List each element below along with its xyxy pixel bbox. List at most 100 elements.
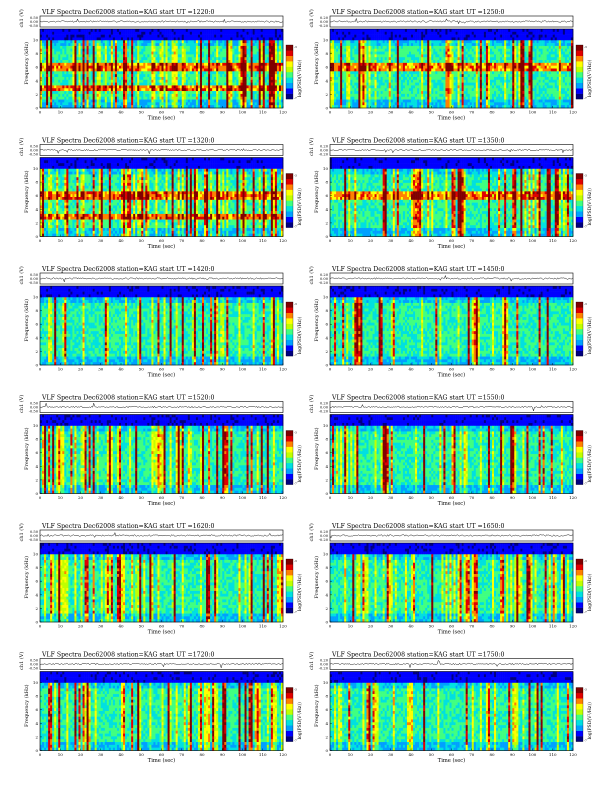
spectrogram-cell (90, 29, 93, 33)
spectrogram-cell (177, 93, 181, 98)
spectrogram-cell (254, 82, 257, 86)
spectrogram-cell (506, 29, 509, 33)
spectrogram-cell (46, 37, 49, 41)
spectrogram-cell (141, 79, 144, 83)
spectrogram-cell (437, 51, 440, 55)
spectrogram-cell (102, 93, 106, 98)
spectrogram-cell (183, 79, 187, 83)
spectrogram-cell (433, 51, 436, 55)
spectrogram-cell (234, 71, 237, 75)
spectrogram-cell (348, 62, 351, 66)
spectrogram-cell (84, 60, 87, 64)
spectrogram-cell (354, 48, 357, 52)
spectrogram-cell (116, 102, 120, 106)
spectrogram-cell (54, 65, 57, 69)
spectrogram-cell (346, 43, 349, 47)
spectrogram-cell (528, 45, 531, 50)
spectrogram-cell (86, 85, 89, 89)
spectrogram-cell (214, 43, 217, 47)
spectrogram-cell (254, 31, 257, 35)
spectrogram-cell (204, 34, 207, 38)
spectrogram-cell (270, 76, 274, 81)
spectrogram-cell (222, 40, 225, 44)
spectrogram-cell (202, 88, 205, 92)
spectrogram-cell (425, 54, 428, 58)
spectrogram-cell (199, 85, 203, 89)
spectrogram-cell (532, 43, 535, 47)
spectrogram-cell (143, 102, 146, 106)
spectrogram-cell (206, 88, 209, 92)
spectrogram-cell (54, 68, 57, 72)
spectrogram-cell (522, 60, 525, 64)
spectrogram-cell (98, 40, 102, 44)
spectrogram-cell (183, 74, 187, 78)
spectrogram-cell (171, 40, 174, 44)
spectrogram-cell (70, 79, 73, 83)
spectrogram-cell (98, 31, 102, 35)
spectrogram-cell (538, 54, 541, 58)
spectrogram-cell (80, 99, 83, 103)
spectrogram-cell (258, 29, 262, 33)
spectrogram-cell (70, 82, 73, 86)
spectrogram-cell (467, 51, 471, 55)
spectrogram-cell (429, 51, 432, 55)
spectrogram-cell (106, 31, 110, 35)
spectrogram-cell (206, 82, 209, 86)
spectrogram-cell (189, 68, 193, 72)
spectrogram-cell (246, 99, 249, 103)
spectrogram-cell (457, 48, 460, 52)
spectrogram-cell (151, 57, 154, 61)
spectrogram-cell (199, 62, 203, 66)
spectrogram-cell (72, 79, 75, 83)
spectrogram-cell (514, 57, 517, 61)
spectrogram-cell (80, 76, 83, 81)
spectrogram-cell (226, 34, 229, 38)
spectrogram-cell (435, 60, 438, 64)
spectrogram-cell (246, 74, 249, 78)
spectrogram-cell (382, 29, 385, 33)
spectrogram-cell (262, 91, 266, 95)
spectrogram-cell (70, 105, 73, 109)
spectrogram-cell (244, 71, 247, 75)
spectrogram-cell (52, 79, 55, 83)
spectrogram-cell (246, 88, 249, 92)
spectrogram-cell (199, 102, 203, 106)
spectrogram-cell (206, 93, 209, 98)
spectrogram-cell (125, 51, 128, 55)
spectrogram-cell (90, 71, 93, 75)
spectrogram-cell (382, 34, 385, 38)
spectrogram-cell (76, 57, 79, 61)
spectrogram-cell (508, 48, 511, 52)
spectrogram-cell (187, 99, 191, 103)
spectrogram-cell (431, 62, 434, 66)
spectrogram-cell (256, 65, 259, 69)
spectrogram-cell (362, 34, 365, 38)
spectrogram-cell (270, 88, 274, 92)
spectrogram-cell (216, 65, 219, 69)
spectrogram-cell (566, 31, 570, 35)
spectrogram-cell (94, 71, 97, 75)
spectrogram-cell (112, 31, 116, 35)
spectrogram-cell (498, 43, 501, 47)
spectrogram-cell (544, 60, 547, 64)
spectrogram-cell (388, 37, 392, 41)
spectrogram-cell (437, 54, 440, 58)
spectrogram-cell (216, 88, 219, 92)
spectrogram-cell (40, 96, 43, 100)
spectrogram-cell (548, 40, 552, 44)
spectrogram-cell (431, 57, 434, 61)
spectrogram-cell (137, 71, 140, 75)
spectrogram-cell (191, 102, 195, 106)
spectrogram-cell (139, 105, 142, 109)
spectrogram-cell (104, 102, 108, 106)
spectrogram-cell (380, 54, 383, 58)
spectrogram-cell (230, 96, 233, 100)
spectrogram-cell (441, 34, 444, 38)
spectrogram-cell (354, 40, 357, 44)
spectrogram-cell (260, 34, 264, 38)
spectrogram-cell (336, 34, 339, 38)
spectrogram-cell (372, 43, 375, 47)
spectrogram-cell (112, 102, 116, 106)
spectrogram-cell (68, 102, 71, 106)
spectrogram-cell (204, 102, 207, 106)
